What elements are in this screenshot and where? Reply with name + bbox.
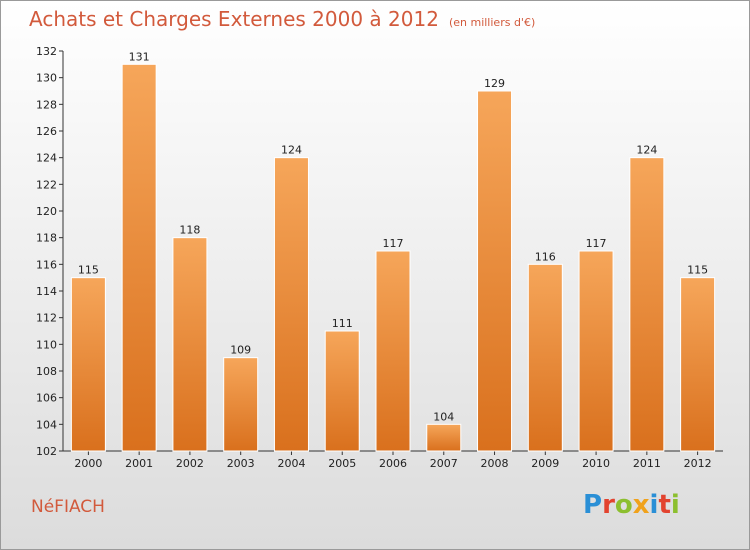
y-tick-label: 110 [36,338,57,351]
x-tick-label: 2010 [582,457,610,470]
x-tick-label: 2004 [277,457,305,470]
x-tick-label: 2000 [74,457,102,470]
logo-letter: o [614,490,633,520]
data-label: 118 [179,224,200,237]
data-label: 117 [383,237,404,250]
y-tick-label: 104 [36,418,57,431]
bar [527,263,563,452]
y-tick-label: 128 [36,98,57,111]
logo-letter: x [632,490,650,520]
y-tick-label: 114 [36,285,57,298]
bar [324,330,360,452]
data-label: 124 [281,144,302,157]
x-tick-label: 2006 [379,457,407,470]
x-tick-label: 2011 [633,457,661,470]
y-tick-label: 106 [36,392,57,405]
x-tick-label: 2003 [227,457,255,470]
y-tick-label: 124 [36,152,57,165]
y-tick-label: 112 [36,312,57,325]
chart-unit: (en milliers d'€) [448,16,536,29]
data-label: 117 [586,237,607,250]
data-label: 124 [636,144,657,157]
commune-name: NéFIACH [31,497,105,517]
data-label: 115 [687,264,708,277]
y-tick-label: 130 [36,72,57,85]
data-label: 104 [433,410,454,423]
bar [578,250,614,452]
logo-letter: t [658,490,671,520]
bar [477,90,513,452]
y-tick-label: 116 [36,258,57,271]
bar [375,250,411,452]
logo-letter: P [583,490,603,520]
bar [629,157,665,452]
chart-title: Achats et Charges Externes 2000 à 2012 (e… [29,7,535,31]
data-label: 131 [129,50,150,63]
y-tick-label: 108 [36,365,57,378]
y-tick-label: 126 [36,125,57,138]
data-label: 109 [230,344,251,357]
bar [680,277,716,452]
logo-letter: r [602,490,615,520]
y-tick-label: 132 [36,45,57,58]
y-tick-label: 120 [36,205,57,218]
chart-title-text: Achats et Charges Externes 2000 à 2012 [29,7,439,31]
bar [70,277,106,452]
logo-letter: i [649,490,659,520]
y-tick-label: 118 [36,232,57,245]
bar [426,423,462,452]
x-tick-label: 2012 [684,457,712,470]
x-tick-label: 2008 [481,457,509,470]
bar [223,357,259,452]
data-label: 116 [535,250,556,263]
x-tick-label: 2007 [430,457,458,470]
bar [273,157,309,452]
x-tick-label: 2001 [125,457,153,470]
bar [172,237,208,452]
x-tick-label: 2009 [531,457,559,470]
proxiti-logo: Proxiti [583,490,680,520]
data-label: 129 [484,77,505,90]
x-tick-label: 2005 [328,457,356,470]
bar [121,63,157,452]
y-tick-label: 122 [36,178,57,191]
data-label: 111 [332,317,353,330]
y-tick-label: 102 [36,445,57,458]
x-tick-label: 2002 [176,457,204,470]
logo-letter: i [670,490,680,520]
data-label: 115 [78,264,99,277]
